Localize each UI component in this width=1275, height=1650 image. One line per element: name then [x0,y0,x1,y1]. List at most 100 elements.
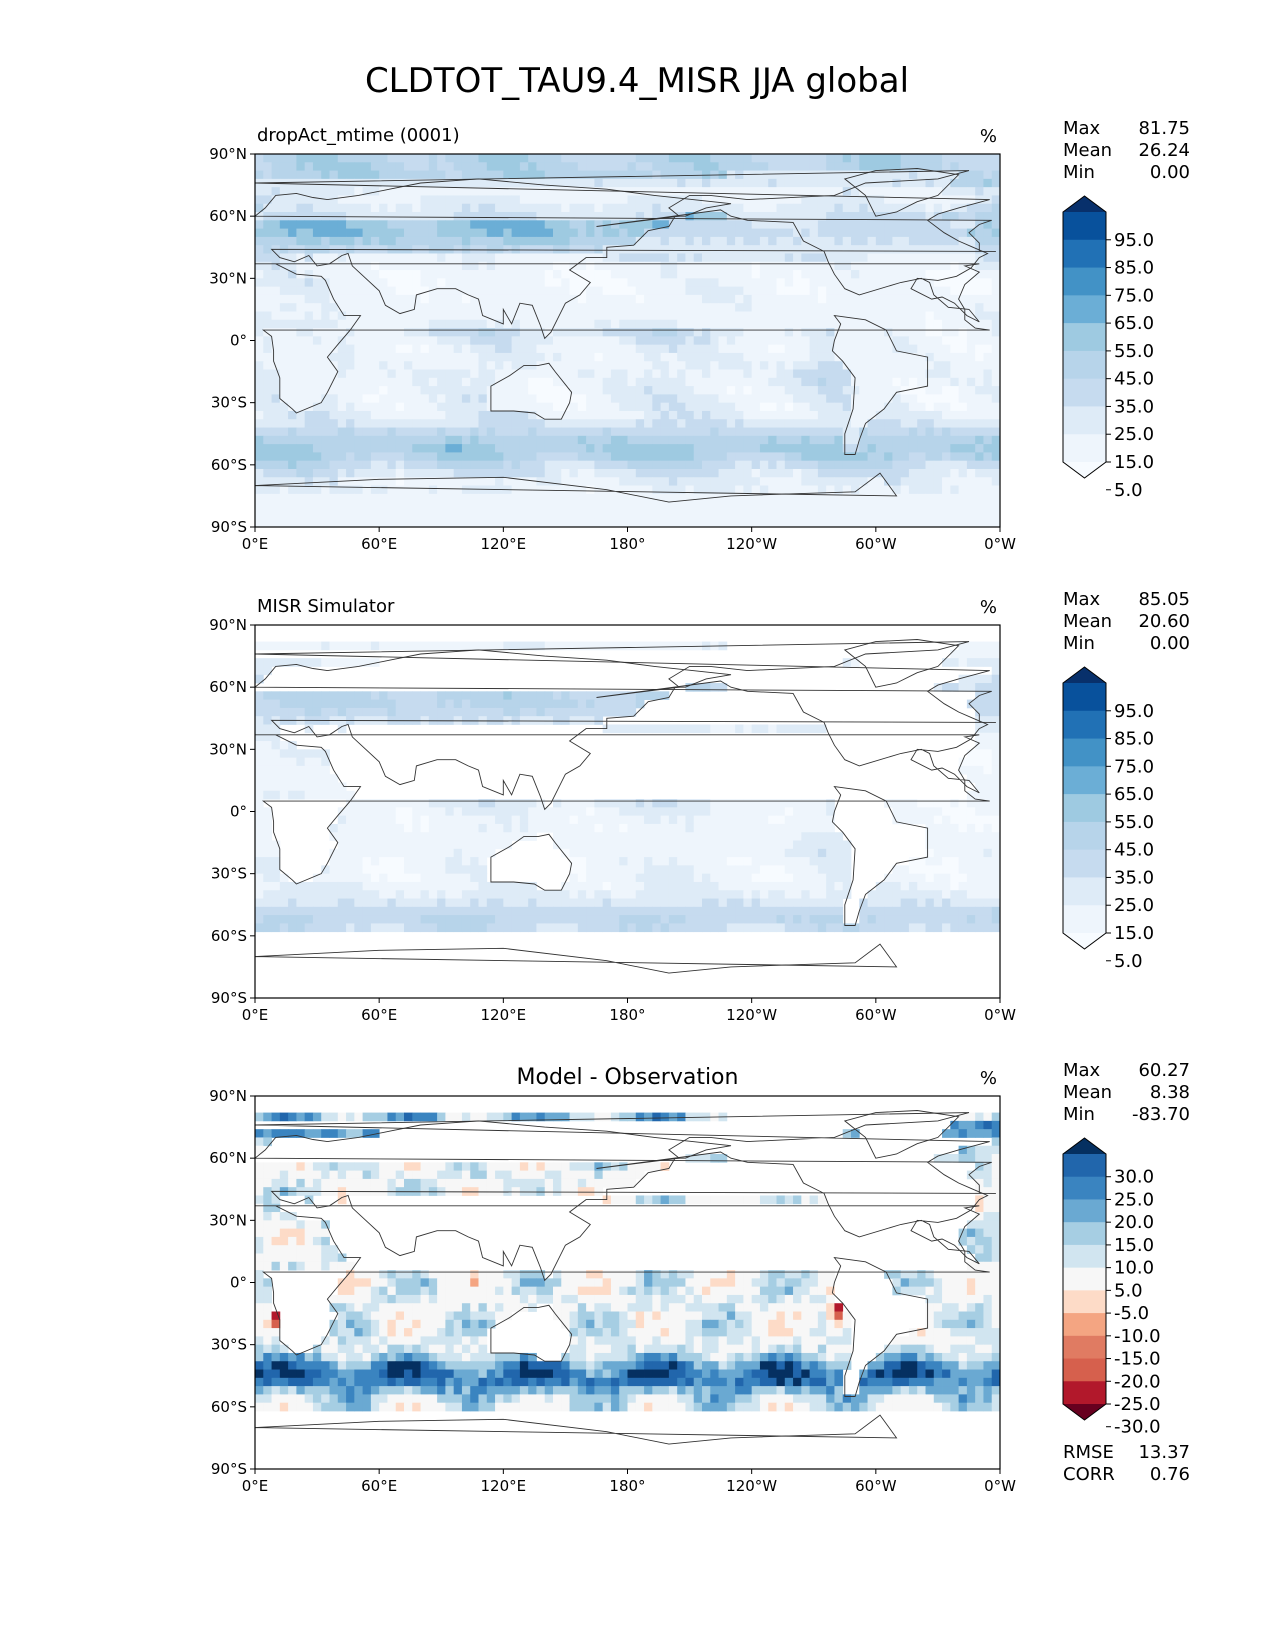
field-cell [660,303,670,312]
field-cell [536,419,546,428]
field-cell [867,319,877,329]
field-cell [859,311,868,321]
field-cell [834,228,844,238]
field-cell [279,369,289,379]
field-cell [627,518,637,527]
field-cell [668,220,678,229]
field-cell [486,493,496,503]
field-cell [577,220,587,229]
field-cell [842,493,852,503]
field-cell [702,154,711,163]
field-cell [900,518,910,527]
field-cell [486,460,496,470]
field-cell [271,195,281,205]
field-cell [354,427,364,437]
field-cell [851,394,860,404]
field-cell [461,691,471,700]
field-cell [255,832,264,841]
field-cell [776,444,786,453]
field-cell [619,510,628,520]
field-cell [991,427,1000,437]
field-cell [577,502,587,511]
field-cell [263,410,272,420]
field-cell [263,502,272,511]
field-cell [975,485,984,495]
field-cell [726,807,736,817]
field-cell [867,253,877,263]
field-cell [809,303,819,312]
field-cell [478,228,488,238]
field-cell [975,790,984,800]
field-cell [602,799,612,808]
field-cell [395,477,405,486]
field-cell [743,840,753,850]
field-cell [445,477,455,486]
field-cell [577,245,587,254]
field-cell [255,253,264,263]
field-cell [668,502,678,511]
field-cell [519,253,529,263]
field-cell [486,369,496,379]
field-cell [892,319,902,329]
field-cell [536,228,546,238]
field-cell [677,641,686,651]
field-cell [776,823,786,833]
field-cell [387,477,397,486]
field-cell [801,228,811,238]
field-cell [834,402,844,412]
field-cell [942,319,951,329]
field-cell [461,154,471,163]
field-cell [288,203,297,213]
field-cell [784,361,794,370]
field-cell [610,394,620,404]
field-cell [437,187,446,196]
field-cell [875,253,885,263]
field-cell [255,311,264,321]
field-cell [478,485,488,495]
field-cell [702,394,711,404]
field-cell [950,278,960,288]
field-cell [519,402,529,412]
field-cell [478,444,488,453]
field-cell [511,170,521,180]
field-cell [346,691,355,700]
field-cell [312,435,322,445]
field-cell [751,444,761,453]
field-cell [312,170,322,180]
field-cell [958,493,968,503]
field-cell [263,261,272,271]
field-cell [917,460,926,470]
field-cell [528,162,537,171]
field-cell [867,468,877,478]
field-cell [917,303,926,312]
field-cell [553,187,562,196]
field-cell [677,502,686,511]
field-cell [304,178,314,188]
field-cell [726,278,736,288]
field-cell [851,311,860,321]
field-cell [925,493,935,503]
field-cell [437,435,446,445]
field-cell [528,154,537,163]
field-cell [842,162,852,171]
field-cell [710,369,719,379]
field-cell [809,344,819,354]
field-cell [495,823,504,833]
field-cell [404,195,413,205]
field-cell [652,510,662,520]
field-cell [437,518,446,527]
field-cell [958,485,968,495]
field-cell [528,253,537,263]
field-cell [950,394,960,404]
field-cell [586,410,595,420]
field-cell [321,319,330,329]
field-cell [933,518,943,527]
field-cell [362,435,372,445]
field-cell [354,377,364,387]
field-cell [288,328,297,337]
field-cell [610,328,620,337]
field-cell [693,807,703,817]
field-cell [470,435,479,445]
field-cell [958,518,968,527]
field-cell [801,832,811,841]
